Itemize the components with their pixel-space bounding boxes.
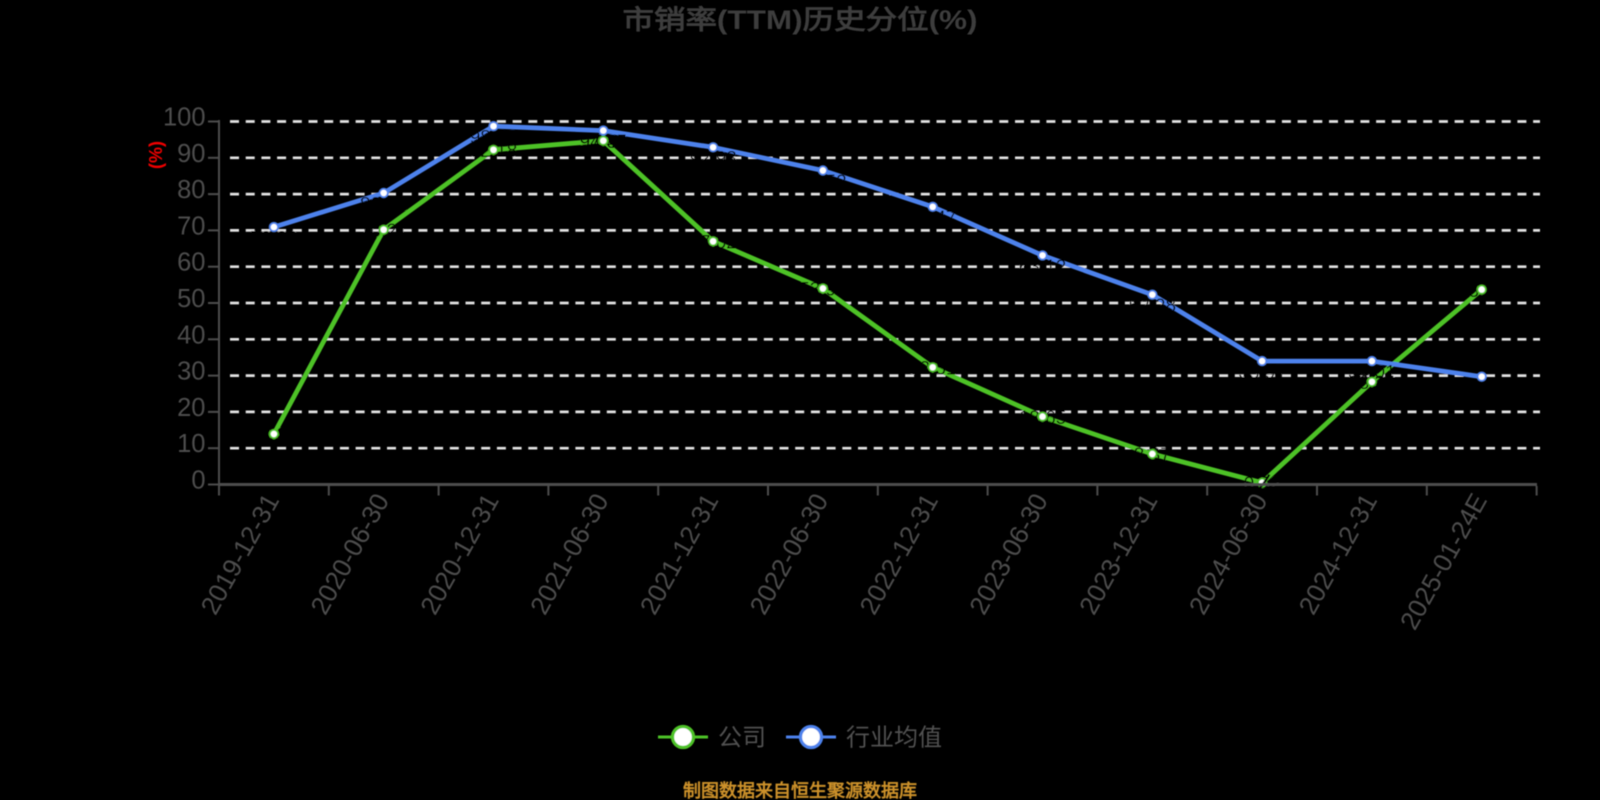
svg-text:92.93: 92.93: [689, 149, 737, 170]
svg-text:行业均值: 行业均值: [846, 725, 942, 752]
svg-text:60: 60: [177, 249, 205, 277]
svg-text:30: 30: [177, 358, 205, 386]
svg-text:70.88: 70.88: [250, 229, 298, 250]
svg-text:公司: 公司: [718, 725, 766, 752]
svg-text:90: 90: [177, 140, 205, 168]
svg-text:29.66: 29.66: [1458, 378, 1506, 399]
svg-text:34.01: 34.01: [1348, 363, 1396, 384]
svg-text:10: 10: [177, 430, 205, 458]
svg-text:76.47: 76.47: [909, 208, 957, 229]
svg-text:70: 70: [177, 212, 205, 240]
svg-text:33.97: 33.97: [1238, 363, 1286, 384]
svg-text:40: 40: [177, 321, 205, 349]
svg-text:100: 100: [163, 104, 206, 132]
svg-text:63.12: 63.12: [1019, 257, 1067, 278]
svg-text:(%): (%): [146, 141, 166, 169]
svg-text:0: 0: [191, 467, 205, 495]
svg-text:市销率(TTM)历史分位(%): 市销率(TTM)历史分位(%): [622, 4, 977, 35]
svg-text:20: 20: [177, 394, 205, 422]
svg-text:52.28: 52.28: [1129, 296, 1177, 317]
svg-text:制图数据来自恒生聚源数据库: 制图数据来自恒生聚源数据库: [683, 780, 917, 800]
svg-text:86.52: 86.52: [799, 172, 847, 193]
svg-text:80.31: 80.31: [360, 194, 408, 215]
svg-text:98.66: 98.66: [470, 128, 518, 149]
svg-text:80: 80: [177, 176, 205, 204]
svg-text:50: 50: [177, 285, 205, 313]
